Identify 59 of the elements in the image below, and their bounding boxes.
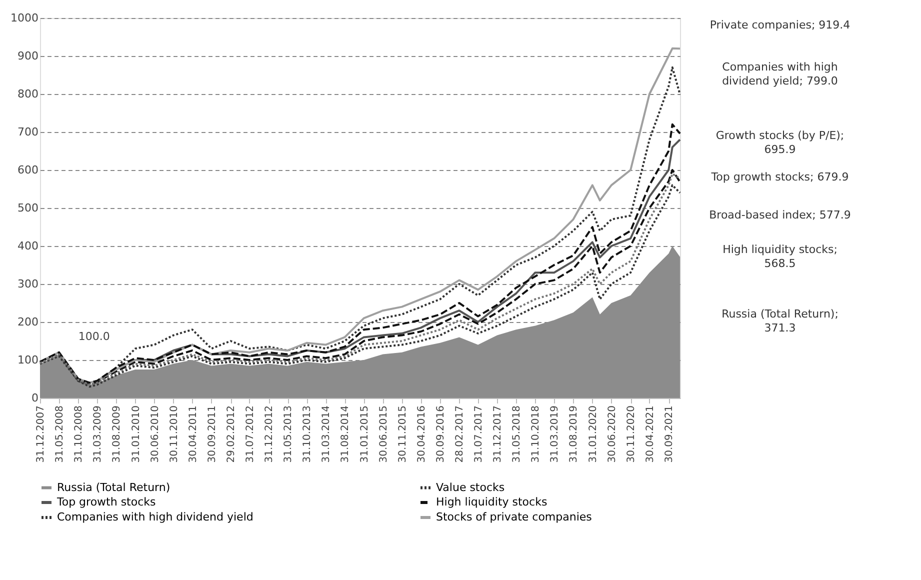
y-tick-label: 700: [18, 126, 38, 138]
x-tick-label: 30.11.2015: [397, 406, 408, 463]
text: Private companies; 919.4: [710, 18, 850, 32]
text: Growth stocks (by P/E); 695.9: [716, 128, 844, 156]
x-tick-label: 31.08.2014: [340, 406, 352, 463]
x-tick-label: 31.05.2018: [512, 406, 523, 463]
legend-label: Value stocks: [436, 480, 505, 494]
legend-label: High liquidity stocks: [436, 496, 548, 508]
x-tick-label: 30.09.2021: [664, 406, 676, 463]
x-tick-label: 30.04.2016: [416, 406, 428, 463]
x-tick-label: 31.10.2013: [302, 406, 314, 463]
x-tick-label: 31.10.2018: [530, 406, 542, 463]
x-tick-label: 30.09.2016: [436, 406, 447, 463]
x-tick-label: 31.03.2009: [92, 406, 104, 463]
x-tick-label: 31.12.2007: [36, 406, 46, 463]
x-tick-label: 30.04.2021: [644, 406, 656, 463]
x-tick-label: 30.06.2015: [378, 406, 390, 463]
y-tick-label: 900: [18, 50, 38, 62]
x-tick-label: 31.03.2014: [321, 406, 332, 463]
x-tick-label: 31.08.2009: [112, 406, 123, 463]
x-tick-label: 31.07.2012: [244, 406, 256, 463]
x-tick-label: 31.12.2017: [492, 406, 504, 463]
x-tick-label: 31.10.2008: [74, 406, 85, 463]
text: High liquidity stocks; 568.5: [722, 242, 838, 270]
x-tick-label: 31.01.2010: [130, 406, 142, 463]
y-tick-label: 300: [18, 278, 38, 290]
y-tick-label: 200: [18, 316, 38, 328]
legend-label: Companies with high dividend yield: [57, 510, 254, 524]
text: Top growth stocks; 679.9: [710, 170, 849, 184]
x-tick-label: 30.11.2010: [168, 406, 180, 463]
x-tick-label: 29.02.2012: [226, 406, 238, 463]
legend-label: Russia (Total Return): [57, 480, 170, 494]
x-tick-label: 31.05.2008: [54, 406, 66, 463]
x-tick-label: 31.07.2017: [474, 406, 485, 463]
x-tick-label: 31.01.2015: [359, 406, 370, 463]
x-tick-label: 30.06.2020: [606, 406, 618, 463]
x-tick-label: 31.12.2012: [264, 406, 276, 463]
x-tick-label: 30.04.2011: [188, 406, 199, 463]
y-tick-label: 100: [18, 354, 38, 366]
y-tick-label: 800: [18, 88, 38, 100]
y-tick-label: 400: [18, 240, 38, 252]
text: Russia (Total Return); 371.3: [722, 307, 838, 334]
text: Companies with high dividend yield; 799.0: [722, 60, 838, 88]
x-tick-label: 31.05.2013: [283, 406, 294, 463]
x-tick-label: 30.11.2020: [626, 406, 638, 463]
x-tick-label: 30.06.2010: [150, 406, 161, 463]
text: Broad-based index; 577.9: [709, 208, 851, 222]
legend-label: Stocks of private companies: [436, 510, 592, 524]
legend-label: Top growth stocks: [56, 496, 156, 508]
y-tick-label: 0: [32, 392, 38, 404]
x-tick-label: 30.09.2011: [206, 406, 218, 463]
x-tick-label: 28.02.2017: [454, 406, 466, 463]
annotation: 100.0: [78, 330, 110, 344]
y-tick-label: 600: [18, 164, 38, 176]
x-tick-label: 31.01.2020: [588, 406, 599, 463]
x-tick-label: 31.08.2019: [568, 406, 580, 463]
x-tick-label: 31.03.2019: [550, 406, 561, 463]
y-tick-label: 500: [18, 202, 38, 214]
y-tick-label: 1000: [10, 12, 38, 24]
